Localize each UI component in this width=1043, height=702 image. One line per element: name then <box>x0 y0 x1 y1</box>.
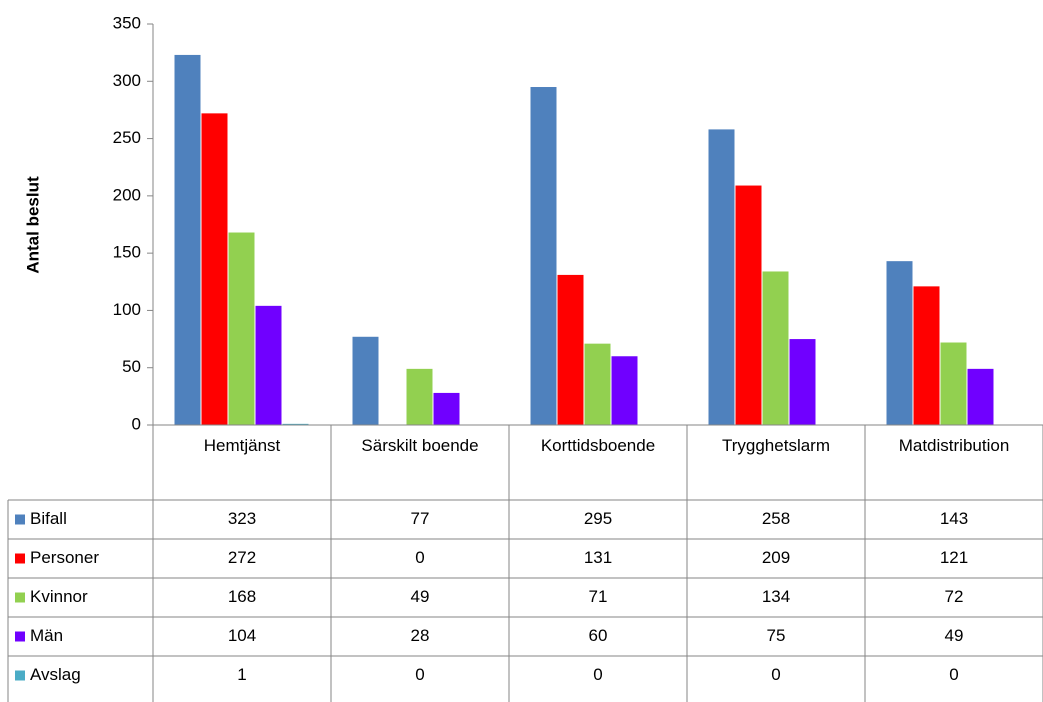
category-cell: Särskilt boende <box>361 436 479 455</box>
bar <box>530 87 557 425</box>
table-value: 60 <box>589 626 608 645</box>
table-value: 28 <box>411 626 430 645</box>
table-value: 104 <box>228 626 256 645</box>
bar <box>735 185 762 425</box>
y-tick-label: 350 <box>113 13 141 32</box>
legend-key <box>15 514 25 525</box>
table-value: 134 <box>762 587 790 606</box>
x-tick-label: Trygghetslarm <box>721 436 830 455</box>
table-value: 0 <box>415 665 424 684</box>
category-cell: Matdistribution <box>898 436 1010 455</box>
y-axis-label: Antal beslut <box>23 176 42 274</box>
bar <box>708 129 735 426</box>
table-value: 49 <box>411 587 430 606</box>
x-tick-label: Korttidsboende <box>540 436 656 455</box>
category-cell: Korttidsboende <box>540 436 656 455</box>
x-tick-label: Matdistribution <box>898 436 1010 455</box>
table-value: 1 <box>237 665 246 684</box>
bar <box>913 286 940 425</box>
y-tick-label: 50 <box>122 357 141 376</box>
legend-key <box>15 553 25 564</box>
y-tick-label: 300 <box>113 71 141 90</box>
bar <box>557 274 584 425</box>
legend-label: Kvinnor <box>30 587 88 606</box>
table-value: 295 <box>584 509 612 528</box>
legend-key <box>15 670 25 681</box>
bar <box>886 261 913 425</box>
bar <box>789 339 816 425</box>
x-tick-label: Hemtjänst <box>203 436 281 455</box>
table-value: 131 <box>584 548 612 567</box>
category-cell: Trygghetslarm <box>721 436 830 455</box>
category-cell: Hemtjänst <box>203 436 281 455</box>
table-value: 75 <box>767 626 786 645</box>
y-tick-label: 100 <box>113 300 141 319</box>
bar <box>611 356 638 425</box>
x-tick-label: Särskilt boende <box>361 436 479 455</box>
table-value: 71 <box>589 587 608 606</box>
table-value: 258 <box>762 509 790 528</box>
table-value: 49 <box>945 626 964 645</box>
table-value: 77 <box>411 509 430 528</box>
bar <box>282 423 309 425</box>
bar <box>352 336 379 425</box>
bar <box>940 342 967 425</box>
y-tick-label: 250 <box>113 128 141 147</box>
table-value: 272 <box>228 548 256 567</box>
legend-label: Män <box>30 626 63 645</box>
legend-label: Bifall <box>30 509 67 528</box>
table-value: 143 <box>940 509 968 528</box>
table-value: 0 <box>593 665 602 684</box>
legend-key <box>15 592 25 603</box>
table-value: 121 <box>940 548 968 567</box>
bar <box>255 305 282 425</box>
table-value: 0 <box>949 665 958 684</box>
legend-label: Avslag <box>30 665 81 684</box>
table-value: 323 <box>228 509 256 528</box>
bar <box>433 392 460 425</box>
bar <box>201 113 228 425</box>
table-value: 168 <box>228 587 256 606</box>
y-tick-label: 0 <box>132 414 141 433</box>
table-value: 209 <box>762 548 790 567</box>
bar <box>174 54 201 425</box>
table-value: 72 <box>945 587 964 606</box>
bar <box>967 368 994 425</box>
legend-label: Personer <box>30 548 99 567</box>
bar <box>406 368 433 425</box>
y-tick-label: 200 <box>113 185 141 204</box>
legend-key <box>15 631 25 642</box>
table-value: 0 <box>415 548 424 567</box>
bar <box>762 271 789 425</box>
y-tick-label: 150 <box>113 243 141 262</box>
bar <box>228 232 255 425</box>
table-value: 0 <box>771 665 780 684</box>
bar <box>584 343 611 425</box>
